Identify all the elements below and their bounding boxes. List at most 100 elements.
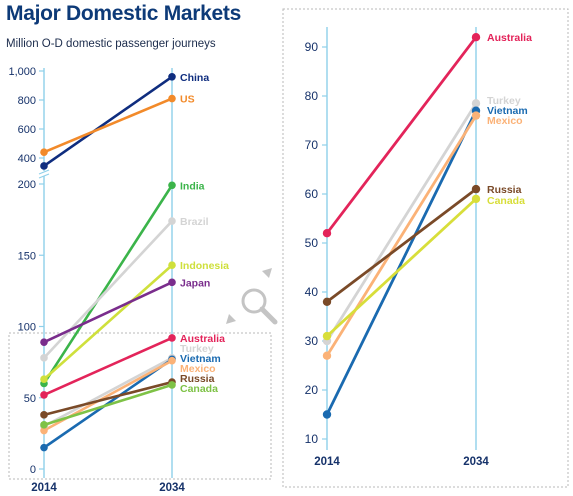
right-line-australia bbox=[325, 35, 478, 235]
left-series-label-russia: Russia bbox=[180, 373, 215, 385]
left-series-label-india: India bbox=[180, 180, 205, 192]
left-series-label-us: US bbox=[180, 94, 195, 106]
right-y-tick-label: 70 bbox=[305, 138, 319, 152]
left-y-tick-label: 1,000 bbox=[8, 66, 36, 78]
right-point-canada-2014 bbox=[322, 331, 332, 341]
left-series-label-canada: Canada bbox=[180, 383, 218, 395]
right-point-vietnam-2014 bbox=[322, 410, 332, 419]
right-point-russia-2014 bbox=[322, 297, 332, 306]
left-point-japan-2014 bbox=[40, 338, 48, 346]
left-line-japan bbox=[42, 281, 174, 344]
left-y-tick-label: 150 bbox=[18, 250, 36, 262]
right-line-vietnam bbox=[325, 109, 478, 416]
axis-break-mark bbox=[38, 173, 50, 179]
right-point-mexico-2034 bbox=[471, 111, 481, 120]
right-line-russia bbox=[325, 187, 478, 304]
left-line-india bbox=[42, 183, 174, 385]
points-layer bbox=[40, 33, 481, 452]
right-line-mexico bbox=[325, 114, 478, 358]
left-line-russia bbox=[42, 380, 174, 417]
left-y-tick-label: 800 bbox=[18, 95, 36, 107]
left-series-label-turkey: Turkey bbox=[180, 343, 214, 355]
left-series-label-japan: Japan bbox=[180, 277, 210, 289]
left-point-brazil-2034 bbox=[168, 217, 176, 225]
left-series-label-vietnam: Vietnam bbox=[180, 353, 221, 365]
chart-title: Major Domestic Markets bbox=[6, 2, 241, 25]
left-point-australia-2034 bbox=[168, 334, 176, 342]
right-point-mexico-2014 bbox=[322, 351, 332, 360]
left-y-tick-label: 0 bbox=[30, 464, 36, 476]
zoom-panel-frame bbox=[282, 8, 569, 488]
left-line-indonesia bbox=[42, 263, 174, 381]
left-y-tick-label: 400 bbox=[18, 153, 36, 165]
left-y-tick-label: 600 bbox=[18, 124, 36, 136]
left-point-canada-2014 bbox=[40, 421, 48, 429]
right-series-label-australia: Australia bbox=[487, 32, 532, 44]
left-x-tick-label: 2014 bbox=[31, 482, 57, 494]
axis-break-gap bbox=[38, 171, 50, 176]
axes-layer: 0 50 100 150 200 400 600 800 1,000 2014 2034 10 20 30… bbox=[8, 27, 489, 494]
right-y-tick-label: 40 bbox=[305, 285, 319, 299]
magnifier-icon bbox=[241, 288, 267, 314]
left-point-china-2014 bbox=[40, 162, 48, 170]
labels-layer: China US India Brazil Indonesia Japan Australi… bbox=[180, 32, 532, 395]
arrow-down-left-icon bbox=[226, 314, 236, 324]
left-point-japan-2034 bbox=[168, 278, 176, 287]
right-x-tick-label: 2014 bbox=[314, 456, 340, 468]
left-point-mexico-2014 bbox=[40, 426, 48, 435]
right-y-tick-label: 60 bbox=[305, 187, 319, 201]
frames-layer bbox=[8, 8, 569, 488]
left-point-vietnam-2014 bbox=[40, 443, 48, 452]
left-point-us-2014 bbox=[40, 148, 48, 156]
series-lines-layer bbox=[42, 35, 478, 449]
right-y-tick-label: 10 bbox=[305, 432, 319, 446]
chart-subtitle: Million O-D domestic passenger journeys bbox=[6, 38, 216, 50]
right-line-turkey bbox=[325, 101, 478, 343]
left-x-tick-label: 2034 bbox=[159, 482, 185, 494]
right-y-tick-label: 20 bbox=[305, 383, 319, 397]
left-line-vietnam bbox=[42, 357, 174, 449]
right-point-australia-2014 bbox=[322, 229, 332, 238]
left-series-label-australia: Australia bbox=[180, 333, 225, 345]
zoom-decoration-layer bbox=[226, 268, 278, 325]
right-y-tick-label: 30 bbox=[305, 334, 319, 348]
right-y-tick-label: 50 bbox=[305, 236, 319, 250]
left-point-india-2034 bbox=[168, 181, 176, 190]
right-line-canada bbox=[325, 197, 478, 338]
right-point-russia-2034 bbox=[471, 184, 481, 194]
left-point-mexico-2034 bbox=[168, 356, 176, 365]
axis-break-mark bbox=[38, 169, 50, 175]
right-y-tick-label: 90 bbox=[305, 40, 319, 54]
right-y-tick-label: 80 bbox=[305, 89, 319, 103]
right-series-label-vietnam: Vietnam bbox=[487, 105, 528, 117]
left-point-russia-2014 bbox=[40, 411, 48, 419]
left-line-australia bbox=[42, 336, 174, 397]
left-point-canada-2034 bbox=[168, 381, 176, 389]
right-series-label-canada: Canada bbox=[487, 195, 525, 207]
right-point-australia-2034 bbox=[471, 33, 481, 42]
left-line-brazil bbox=[42, 219, 174, 360]
magnifier-handle-icon bbox=[259, 306, 278, 325]
left-series-label-indonesia: Indonesia bbox=[180, 260, 229, 272]
right-point-canada-2034 bbox=[471, 194, 481, 204]
left-series-label-china: China bbox=[180, 72, 209, 84]
right-series-label-russia: Russia bbox=[487, 184, 522, 196]
left-line-us bbox=[42, 97, 174, 154]
left-line-canada bbox=[42, 383, 174, 427]
left-y-tick-label: 200 bbox=[18, 179, 36, 191]
left-point-indonesia-2014 bbox=[40, 375, 48, 384]
left-point-australia-2014 bbox=[40, 391, 48, 399]
right-point-turkey-2034 bbox=[471, 99, 481, 108]
left-line-china bbox=[42, 75, 174, 168]
arrow-up-right-icon bbox=[262, 268, 272, 278]
right-x-tick-label: 2034 bbox=[463, 456, 489, 468]
right-series-label-mexico: Mexico bbox=[487, 115, 523, 127]
left-y-tick-label: 50 bbox=[24, 393, 36, 405]
left-line-turkey bbox=[42, 356, 174, 428]
right-series-label-turkey: Turkey bbox=[487, 95, 521, 107]
left-y-tick-label: 100 bbox=[18, 322, 36, 334]
left-point-china-2034 bbox=[168, 73, 176, 81]
left-series-label-brazil: Brazil bbox=[180, 216, 209, 228]
left-series-label-mexico: Mexico bbox=[180, 363, 216, 375]
